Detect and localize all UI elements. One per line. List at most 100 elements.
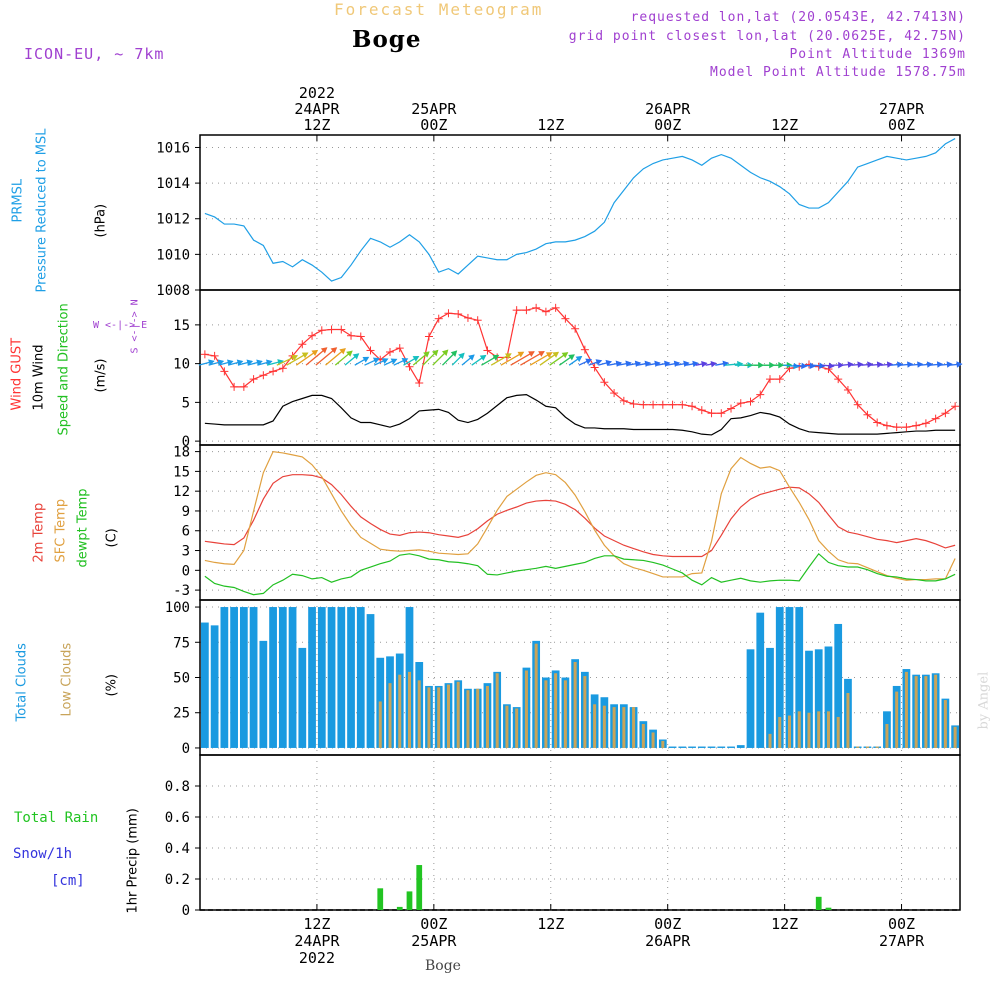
low-cloud-bar: [865, 746, 869, 748]
panel-frame: [199, 444, 961, 601]
low-cloud-bar: [446, 684, 450, 748]
low-cloud-bar: [632, 707, 636, 748]
y-tick-label: 10: [173, 357, 190, 373]
grid-point-coords: grid point closest lon,lat (20.0625E, 42…: [568, 29, 966, 44]
time-axis-bottom-label: 27APR: [879, 932, 925, 950]
wind-arrow-head: [595, 359, 603, 366]
total-cloud-bar: [288, 607, 297, 748]
wind-arrow-head: [710, 360, 717, 368]
wind-arrow-head: [372, 357, 380, 364]
y-tick-label: 1010: [156, 247, 190, 263]
total-cloud-bar: [707, 746, 716, 748]
wind-arrow-head: [346, 350, 353, 357]
wind-arrow-head: [441, 349, 449, 356]
y-tick-label: 5: [182, 395, 190, 411]
snow-unit-label: [cm]: [51, 873, 85, 889]
low-cloud-bar: [593, 704, 597, 748]
time-axis-top-label: 26APR: [645, 100, 691, 118]
wind-arrow-head: [301, 352, 309, 359]
wind-arrow-head: [412, 356, 420, 362]
time-axis-bottom-label: 12Z: [303, 915, 330, 933]
low-cloud-bar: [505, 705, 509, 748]
y-tick-label: 50: [173, 671, 190, 687]
low-cloud-bar: [778, 716, 782, 748]
low-cloud-bar: [953, 726, 957, 748]
low-cloud-bar: [768, 733, 772, 748]
total-cloud-bar: [249, 607, 258, 748]
total-cloud-bar: [785, 607, 794, 748]
low-cloud-bar: [904, 671, 908, 748]
wind-arrow-head: [847, 361, 854, 368]
y-tick-label: 3: [182, 544, 190, 560]
wind-arrow-head: [517, 351, 525, 358]
low-cloud-bar: [534, 643, 538, 748]
low-cloud-bar: [856, 746, 860, 748]
y-tick-label: 1016: [156, 140, 190, 156]
total-cloud-bar: [814, 649, 823, 748]
wind-arrow-head: [468, 354, 475, 361]
time-axis-bottom-label: 2022: [299, 949, 335, 967]
low-cloud-bar: [554, 673, 558, 748]
low-cloud-bar: [875, 746, 879, 748]
total-cloud-bar: [308, 607, 316, 748]
rain-bar: [377, 888, 384, 910]
low-cloud-bar: [573, 662, 577, 748]
wind-arrow-head: [330, 347, 338, 354]
total-cloud-bar: [834, 623, 843, 748]
sfc-temp-line: [204, 450, 956, 581]
low-cloud-bar: [934, 674, 938, 748]
wind-arrow-head: [896, 361, 904, 368]
total-cloud-bar: [746, 649, 755, 748]
wind-arrow-head: [450, 350, 458, 357]
time-axis-bottom-label: 12Z: [771, 915, 798, 933]
time-axis-top-label: 00Z: [888, 116, 915, 134]
wind-arrow-head: [291, 354, 299, 361]
y-tick-label: 75: [173, 635, 190, 651]
point-altitude: Point Altitude 1369m: [789, 47, 966, 62]
total-cloud-bar: [201, 622, 209, 748]
wind-arrow-head: [857, 361, 864, 368]
total-cloud-bar: [298, 647, 307, 748]
low-cloud-bar: [612, 707, 616, 748]
wind10-line: [204, 394, 956, 436]
low-cloud-bar: [544, 680, 548, 748]
wind-arrow-head: [362, 356, 370, 363]
y-tick-label: 0.8: [165, 779, 190, 795]
location-title: Boge: [352, 26, 422, 53]
y-tick-label: 15: [173, 318, 190, 334]
wind-arrow-head: [819, 362, 826, 369]
low-cloud-bar: [524, 670, 528, 748]
rain-bar: [825, 907, 832, 910]
panel-frame: [199, 289, 961, 446]
y-tick-label: 1012: [156, 212, 190, 228]
total-cloud-bar: [756, 612, 765, 748]
wind-arrow-head: [585, 358, 592, 365]
low-cloud-bar: [846, 693, 850, 748]
wind-arrow-head: [381, 358, 389, 364]
wind-arrow-head: [227, 359, 234, 366]
y-tick-label: 18: [173, 445, 190, 461]
wind-arrow-head: [208, 359, 215, 366]
wind-arrow-head: [561, 352, 569, 359]
gust-line: [204, 307, 956, 428]
wind-arrow-head: [458, 352, 465, 360]
wind-arrow-head: [217, 359, 225, 366]
time-axis-top-label: 24APR: [294, 100, 340, 118]
wind-arrow-head: [568, 354, 575, 361]
wind-arrow-head: [701, 360, 708, 368]
low-cloud-bar: [641, 724, 645, 748]
wind-arrow-head: [809, 362, 816, 370]
time-axis-bottom-label: 25APR: [411, 932, 457, 950]
time-axis-bottom-label: 00Z: [654, 915, 681, 933]
total-cloud-bar: [269, 607, 277, 748]
wind-arrow-head: [352, 353, 360, 360]
time-axis-top-label: 25APR: [411, 100, 457, 118]
low-cloud-bar: [943, 700, 947, 748]
wind-arrow-head: [401, 357, 409, 364]
total-cloud-bar: [278, 607, 287, 748]
y-tick-label: 12: [173, 484, 190, 500]
total-cloud-bar: [366, 614, 375, 748]
total-cloud-bar: [795, 607, 804, 748]
